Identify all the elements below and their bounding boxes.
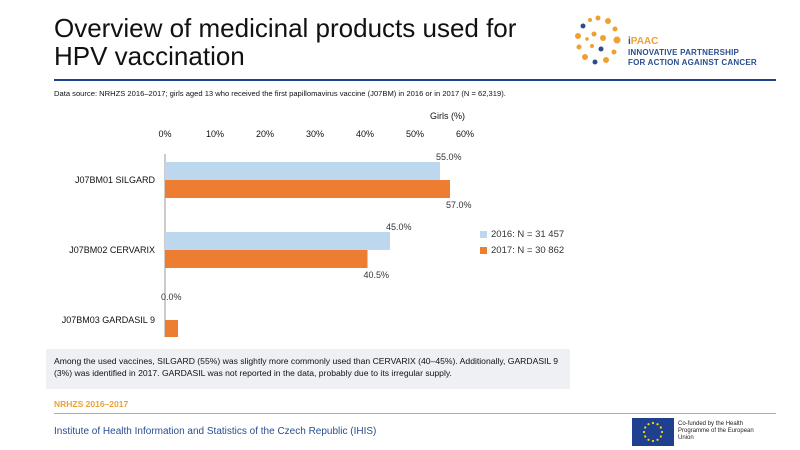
legend-label: 2016: N = 31 457 [491,228,565,240]
bar [165,232,390,250]
ipaac-logo: iPAAC INNOVATIVE PARTNERSHIP FOR ACTION … [570,12,790,76]
footer-divider [54,413,776,414]
data-label: 0.0% [161,292,182,302]
footer-title: NRHZS 2016–2017 [54,399,129,409]
chart-legend: 2016: N = 31 457 2017: N = 30 862 [480,226,564,258]
axis-title: Girls (%) [430,111,465,121]
category-label: J07BM02 CERVARIX [69,245,155,255]
legend-item: 2017: N = 30 862 [480,242,564,258]
legend-item: 2016: N = 31 457 [480,226,564,242]
bar [165,180,450,198]
logo-brand: iPAAC [628,36,659,47]
tick-label: 40% [356,129,374,139]
tick-label: 10% [206,129,224,139]
ipaac-dots-icon [575,15,621,65]
tick-label: 60% [456,129,474,139]
institute-name: Institute of Health Information and Stat… [54,426,377,437]
data-label: 45.0% [386,222,412,232]
header-divider [54,79,776,81]
bar-chart: Girls (%) 0% 10% 20% 30% 40% 50% 60% J07BM01 SIL… [62,111,474,337]
logo-tagline-2: FOR ACTION AGAINST CANCER [628,58,757,67]
tick-label: 0% [158,129,171,139]
bar [165,250,368,268]
eu-flag-icon [632,418,674,446]
data-label: 55.0% [436,152,462,162]
category-label: J07BM03 GARDASIL 9 [62,315,155,325]
logo-tagline-1: INNOVATIVE PARTNERSHIP [628,48,740,57]
tick-label: 30% [306,129,324,139]
category-label: J07BM01 SILGARD [75,175,156,185]
legend-swatch [480,230,487,238]
data-label: 40.5% [364,270,390,280]
legend-label: 2017: N = 30 862 [491,244,565,256]
tick-label: 50% [406,129,424,139]
tick-label: 20% [256,129,274,139]
data-source-note: Data source: NRHZS 2016–2017; girls aged… [54,89,506,98]
data-label: 57.0% [446,200,472,210]
page-title: Overview of medicinal products used for … [54,13,517,71]
summary-note: Among the used vaccines, SILGARD (55%) w… [46,349,570,389]
bar [165,162,440,180]
eu-cofunding-text: Co-funded by the Health Programme of the… [678,421,754,441]
bar [165,320,178,337]
legend-swatch [480,246,487,254]
